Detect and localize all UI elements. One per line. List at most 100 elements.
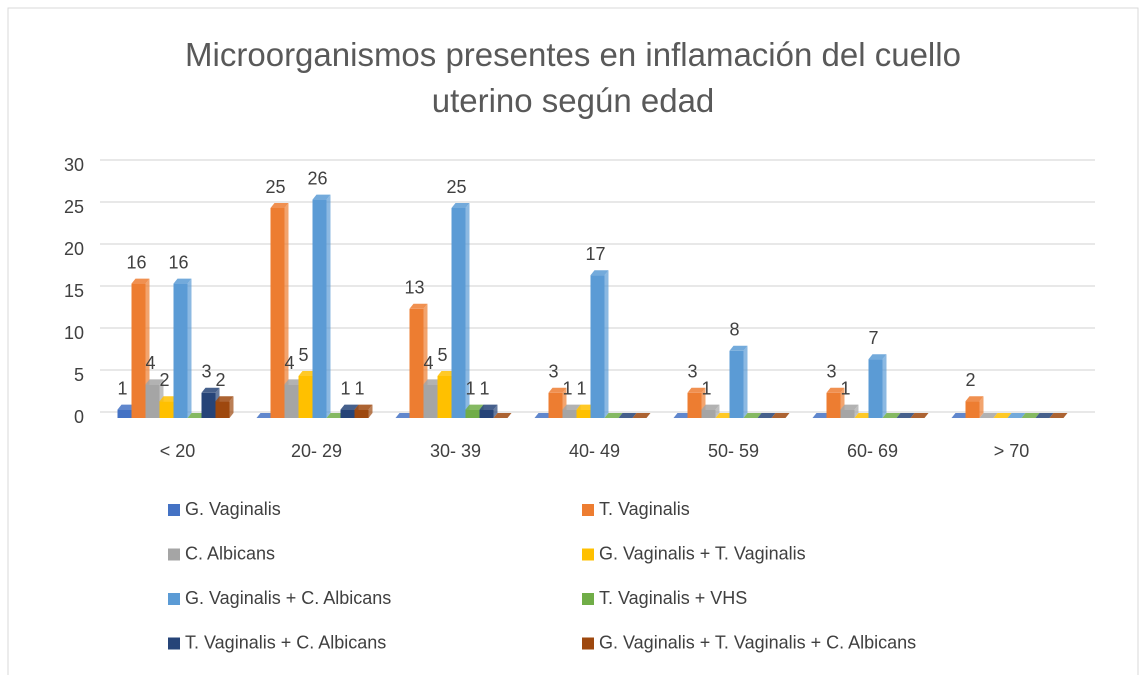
legend-label: G. Vaginalis	[185, 499, 281, 519]
bar-top	[701, 404, 720, 410]
bar-top	[354, 404, 373, 410]
bar-top	[548, 387, 567, 393]
data-label: 3	[548, 362, 558, 382]
bar-top	[910, 413, 929, 418]
bar	[479, 409, 494, 418]
legend-label: T. Vaginalis	[599, 499, 690, 519]
bar-side	[882, 354, 887, 418]
x-tick-label: 40- 49	[569, 441, 620, 461]
bar	[451, 208, 466, 418]
bar	[965, 401, 980, 418]
bar-top	[215, 396, 234, 402]
bar-top	[340, 404, 359, 410]
bar-top	[757, 413, 776, 418]
data-label: 2	[159, 370, 169, 390]
bar	[437, 376, 452, 418]
y-tick-label: 10	[64, 323, 84, 343]
legend-swatch	[582, 548, 594, 561]
bar-top	[326, 413, 345, 418]
bar	[284, 384, 299, 418]
data-label: 16	[168, 252, 188, 272]
chart-border	[7, 7, 1139, 675]
data-label: 4	[423, 353, 433, 373]
bar-top	[951, 413, 970, 418]
data-label: 3	[201, 362, 211, 382]
bar	[826, 392, 841, 418]
bar	[145, 384, 160, 418]
bar	[312, 199, 327, 418]
bar-top	[534, 413, 553, 418]
bar	[117, 409, 132, 418]
bar-side	[465, 203, 470, 418]
bar-top	[493, 413, 512, 418]
data-label: 1	[576, 378, 586, 398]
bar	[201, 392, 216, 418]
y-tick-label: 30	[64, 155, 84, 175]
bar-side	[493, 404, 498, 418]
bar-top	[395, 413, 414, 418]
bar-top	[298, 371, 317, 376]
bar-top	[187, 413, 206, 418]
bar-top	[131, 278, 150, 284]
bar	[423, 384, 438, 418]
bar-side	[743, 345, 748, 418]
bar-side	[854, 404, 859, 418]
bar-top	[451, 203, 470, 208]
y-tick-label: 25	[64, 197, 84, 217]
bar-top	[437, 371, 456, 376]
x-tick-label: 30- 39	[430, 441, 481, 461]
bar	[548, 392, 563, 418]
bar-top	[868, 354, 887, 360]
legend-swatch	[168, 548, 180, 561]
bar-top	[1021, 413, 1040, 418]
bar-top	[715, 413, 734, 418]
bar	[687, 392, 702, 418]
bar-top	[270, 203, 289, 208]
bar	[562, 409, 577, 418]
data-label: 26	[307, 168, 327, 188]
y-tick-label: 20	[64, 239, 84, 259]
bar-top	[965, 396, 984, 402]
bar	[590, 275, 605, 418]
bar-top	[826, 387, 845, 393]
bar	[409, 308, 424, 418]
bar-side	[715, 404, 720, 418]
bar-side	[979, 396, 984, 418]
data-label: 3	[826, 362, 836, 382]
legend-swatch	[168, 637, 180, 650]
data-label: 1	[117, 378, 127, 398]
bar-top	[743, 413, 762, 418]
bar-top	[896, 413, 915, 418]
bar	[701, 409, 716, 418]
data-label: 5	[298, 345, 308, 365]
data-label: 4	[284, 353, 294, 373]
data-label: 1	[479, 378, 489, 398]
legend-swatch	[168, 504, 180, 516]
bar	[270, 208, 285, 418]
bar	[576, 409, 591, 418]
y-tick-label: 5	[74, 365, 84, 385]
bar-side	[326, 194, 331, 418]
bar-top	[562, 404, 581, 410]
bar-top	[1007, 413, 1026, 418]
bar-top	[201, 387, 220, 393]
bar	[298, 376, 313, 418]
data-label: 25	[446, 177, 466, 197]
bar-side	[284, 203, 289, 418]
bar	[173, 283, 188, 418]
data-label: 3	[687, 362, 697, 382]
data-label: 1	[340, 378, 350, 398]
legend-label: T. Vaginalis + C. Albicans	[185, 632, 386, 652]
bar-side	[187, 278, 192, 418]
bar-top	[854, 413, 873, 418]
bar-top	[979, 413, 998, 418]
x-tick-label: 60- 69	[847, 441, 898, 461]
data-label: 1	[354, 378, 364, 398]
x-tick-label: 50- 59	[708, 441, 759, 461]
data-label: 4	[145, 353, 155, 373]
y-tick-label: 15	[64, 281, 84, 301]
bar-top	[729, 345, 748, 351]
bar	[159, 401, 174, 418]
